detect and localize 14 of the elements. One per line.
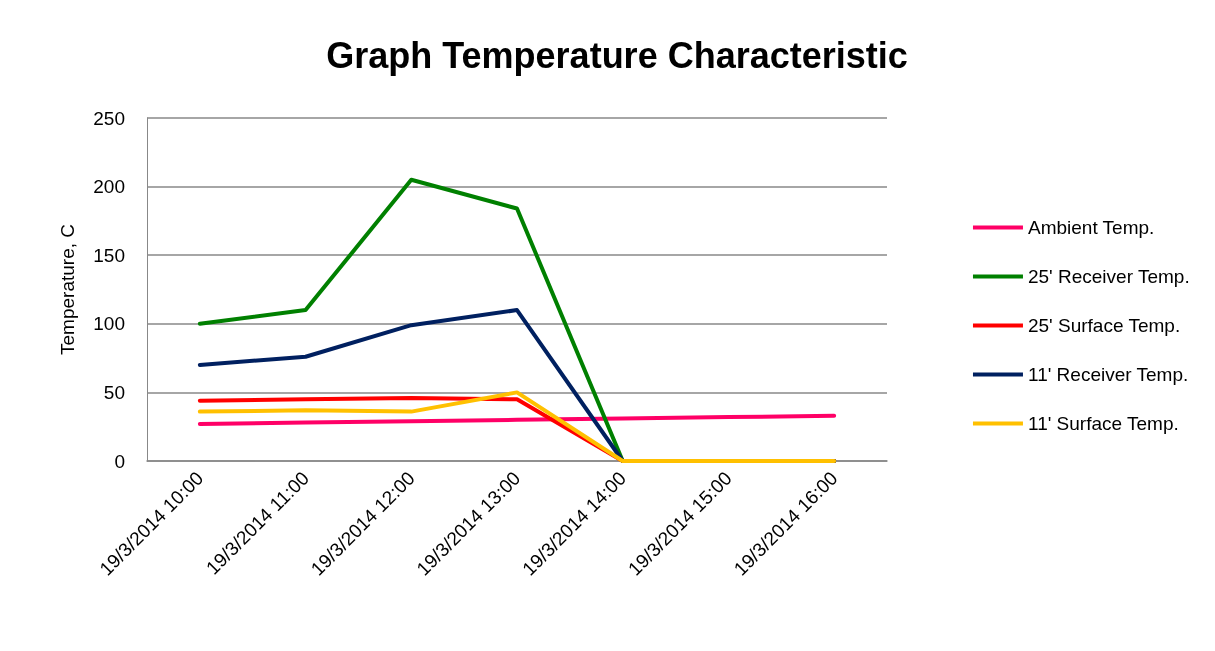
y-axis-title: Temperature, C	[57, 224, 78, 355]
legend-label: 25' Receiver Temp.	[1027, 266, 1190, 287]
y-tick-label: 0	[114, 450, 125, 472]
legend-label: 11' Surface Temp.	[1027, 413, 1179, 434]
y-tick-label: 250	[93, 107, 125, 129]
y-tick-label: 100	[93, 313, 125, 335]
legend-label: 25' Surface Temp.	[1027, 315, 1181, 336]
y-tick-label: 50	[103, 381, 125, 403]
y-tick-label: 200	[93, 176, 125, 198]
y-tick-label: 150	[93, 244, 125, 266]
legend-label: Ambient Temp.	[1027, 217, 1155, 238]
line-series	[197, 413, 837, 426]
chart-title: Graph Temperature Characteristic	[326, 34, 908, 76]
legend-label: 11' Receiver Temp.	[1027, 364, 1189, 385]
